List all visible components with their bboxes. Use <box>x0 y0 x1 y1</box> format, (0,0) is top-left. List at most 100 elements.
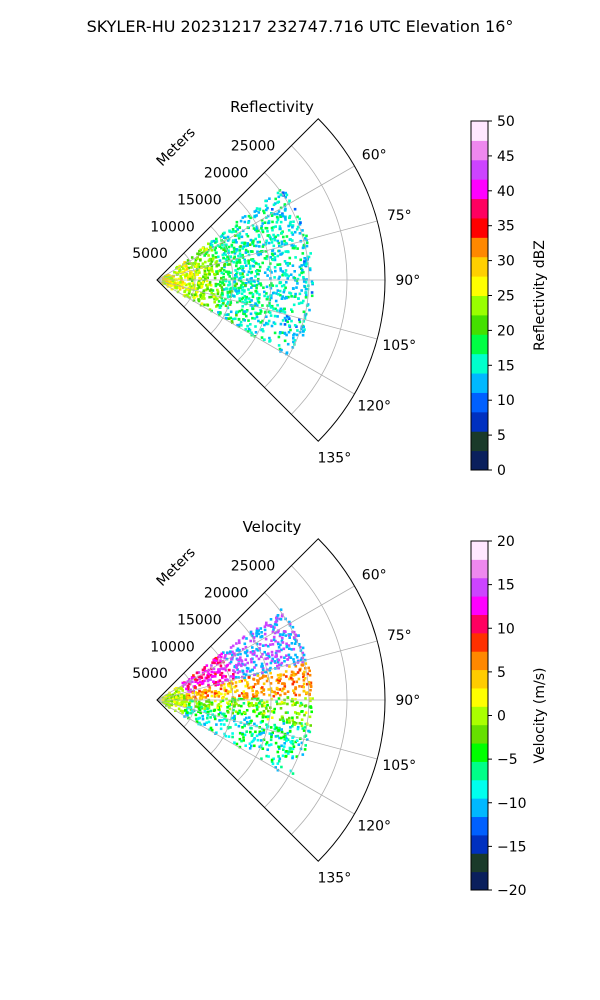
radar-gate <box>231 711 234 715</box>
radar-gate <box>185 273 189 276</box>
radar-gate <box>273 631 277 635</box>
radar-gate <box>258 643 262 646</box>
colorbar-tick-label: −5 <box>497 752 518 768</box>
radar-gate <box>228 275 231 278</box>
radar-gate <box>166 700 169 704</box>
radar-gate <box>216 272 219 275</box>
radar-gate <box>234 676 238 679</box>
radar-gate <box>295 755 299 758</box>
radar-gate <box>174 704 178 708</box>
radar-gate <box>280 309 283 312</box>
radar-gate <box>265 741 269 744</box>
radar-gate <box>188 277 192 281</box>
radar-gate <box>239 272 242 275</box>
radar-gate <box>166 699 169 703</box>
radar-gate <box>303 726 307 729</box>
radar-gate <box>245 666 249 670</box>
radar-gate <box>276 239 280 243</box>
radar-gate <box>213 671 216 674</box>
radar-gate <box>206 707 209 710</box>
radar-gate <box>277 666 280 670</box>
radar-gate <box>197 675 201 679</box>
radar-gate <box>276 702 279 706</box>
radar-gate <box>277 642 280 646</box>
radar-gate <box>285 675 288 678</box>
radar-gate <box>210 291 213 295</box>
radar-gate <box>273 252 277 255</box>
radar-gate <box>274 651 278 655</box>
radar-gate <box>219 280 222 284</box>
radar-gate <box>284 754 288 758</box>
radar-gate <box>217 707 220 711</box>
radar-gate <box>221 281 225 285</box>
radar-gate <box>285 281 288 284</box>
radar-gate <box>284 286 287 290</box>
radar-gate <box>248 674 251 678</box>
radar-gate <box>241 268 244 272</box>
radar-gate <box>284 711 288 714</box>
radar-gate <box>249 216 252 220</box>
radar-gate <box>261 229 264 232</box>
radar-gate <box>286 702 289 706</box>
radar-gate <box>288 721 291 724</box>
radar-gate <box>283 208 287 212</box>
radar-gate <box>311 697 314 700</box>
radar-gate <box>281 716 284 720</box>
radar-gate <box>245 295 248 299</box>
radar-gate <box>291 239 294 242</box>
radar-gate <box>283 323 287 326</box>
azimuth-tick-label: 105° <box>382 758 416 774</box>
radar-gate <box>229 255 232 258</box>
radar-gate <box>277 759 281 763</box>
radar-gate <box>291 625 295 629</box>
radar-gate <box>229 646 233 649</box>
radar-gate <box>206 304 210 307</box>
radar-gate <box>271 291 275 295</box>
radar-gate <box>250 270 254 274</box>
radar-gate <box>275 649 278 653</box>
radar-gate <box>245 300 249 304</box>
radar-gate <box>288 716 291 720</box>
radar-gate <box>227 270 231 274</box>
radar-gate <box>283 203 287 206</box>
radar-gate <box>277 293 280 296</box>
radar-gate <box>255 690 258 693</box>
azimuth-tick-label: 120° <box>357 398 391 414</box>
radar-gate <box>278 289 282 293</box>
radar-gate <box>190 256 194 259</box>
radar-gate <box>304 697 307 700</box>
radar-gate <box>224 734 228 738</box>
radar-gate <box>241 272 244 275</box>
radar-gate <box>195 720 199 724</box>
radar-gate <box>289 633 292 636</box>
radar-gate <box>233 741 236 744</box>
radar-gate <box>265 679 269 683</box>
radar-gate <box>238 745 242 749</box>
radar-gate <box>229 310 233 314</box>
radar-gate <box>264 670 268 674</box>
radar-gate <box>222 288 226 291</box>
radar-gate <box>251 307 255 311</box>
radar-gate <box>198 689 201 693</box>
radar-gate <box>248 747 252 750</box>
radar-gate <box>233 685 236 689</box>
radar-gate <box>273 623 277 626</box>
radar-gate <box>238 277 241 280</box>
radar-gate <box>209 702 212 705</box>
radar-gate <box>286 264 290 267</box>
radar-gate <box>182 704 186 708</box>
radar-gate <box>279 293 282 297</box>
radar-gate <box>288 647 291 650</box>
radar-gate <box>282 283 286 287</box>
radar-gate <box>280 765 283 769</box>
radar-gate <box>175 702 179 705</box>
radar-gate <box>223 265 226 269</box>
radar-gate <box>187 266 190 270</box>
radar-gate <box>308 692 311 696</box>
radar-gate <box>267 219 271 223</box>
radar-gate <box>266 703 269 707</box>
radar-gate <box>249 264 252 268</box>
radar-gate <box>247 288 250 291</box>
radar-gate <box>191 699 194 703</box>
radar-gate <box>279 643 282 647</box>
